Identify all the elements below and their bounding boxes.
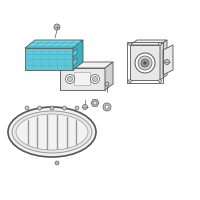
Circle shape	[93, 101, 97, 105]
Polygon shape	[60, 62, 113, 68]
Polygon shape	[130, 45, 160, 80]
Circle shape	[105, 82, 109, 86]
Circle shape	[105, 105, 109, 109]
Circle shape	[158, 43, 162, 46]
Polygon shape	[73, 58, 77, 66]
Circle shape	[62, 106, 66, 110]
Circle shape	[138, 56, 152, 70]
Polygon shape	[60, 68, 105, 90]
Circle shape	[54, 24, 60, 30]
Circle shape	[158, 79, 162, 82]
Circle shape	[55, 161, 59, 165]
Circle shape	[66, 74, 74, 84]
Circle shape	[38, 106, 42, 110]
Circle shape	[25, 106, 29, 110]
Polygon shape	[160, 40, 167, 80]
Polygon shape	[25, 40, 83, 48]
Ellipse shape	[8, 107, 96, 157]
Circle shape	[135, 53, 155, 73]
Polygon shape	[73, 40, 83, 70]
Polygon shape	[163, 45, 173, 75]
Ellipse shape	[16, 114, 88, 150]
Polygon shape	[130, 40, 167, 45]
Circle shape	[50, 106, 54, 110]
Circle shape	[103, 103, 111, 111]
Ellipse shape	[12, 111, 92, 153]
Circle shape	[68, 76, 72, 82]
Circle shape	[90, 74, 100, 84]
Polygon shape	[25, 48, 73, 70]
Circle shape	[164, 60, 170, 64]
Circle shape	[128, 79, 132, 82]
Polygon shape	[105, 62, 113, 90]
Circle shape	[92, 76, 98, 82]
Circle shape	[141, 59, 149, 67]
Circle shape	[83, 104, 88, 110]
Circle shape	[128, 43, 132, 46]
Circle shape	[144, 62, 146, 64]
Circle shape	[75, 106, 79, 110]
FancyBboxPatch shape	[74, 72, 90, 86]
Polygon shape	[73, 49, 77, 57]
